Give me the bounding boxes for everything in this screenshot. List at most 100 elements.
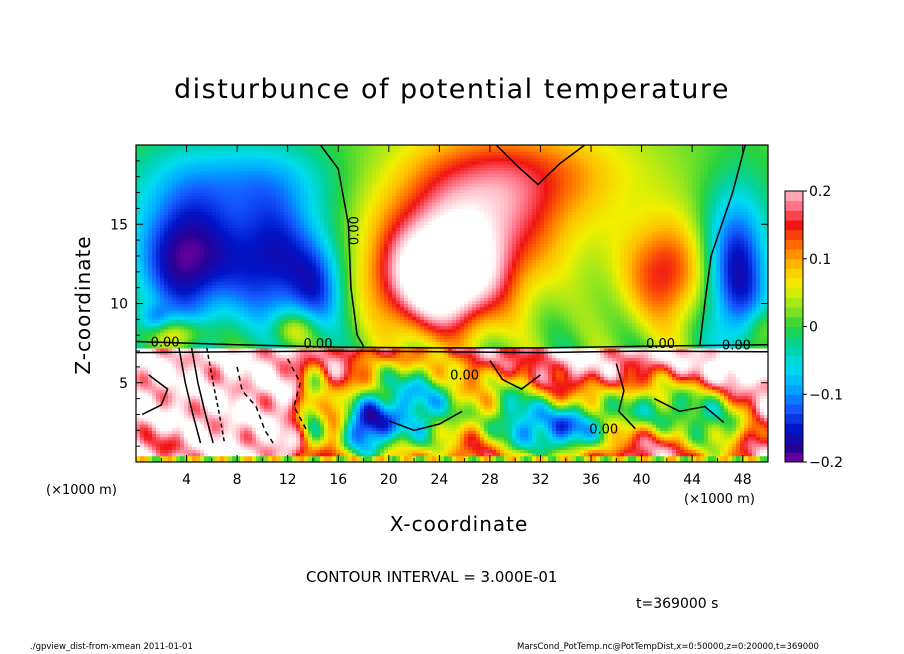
- heatmap-cell: [220, 439, 225, 444]
- heatmap-cell: [140, 338, 145, 343]
- heatmap-cell: [236, 357, 241, 362]
- heatmap-cell: [148, 319, 153, 324]
- heatmap-cell: [144, 316, 149, 320]
- heatmap-cell: [172, 274, 177, 279]
- heatmap-cell: [184, 404, 189, 409]
- heatmap-cell: [188, 224, 193, 229]
- heatmap-cell: [168, 198, 173, 203]
- heatmap-cell: [172, 408, 177, 412]
- heatmap-cell: [140, 252, 145, 257]
- heatmap-cell: [188, 427, 193, 431]
- heatmap-cell: [232, 363, 237, 368]
- heatmap-cell: [152, 281, 157, 286]
- heatmap-cell: [204, 284, 209, 289]
- heatmap-cell: [204, 303, 209, 308]
- heatmap-cell: [152, 183, 157, 187]
- heatmap-cell: [240, 217, 245, 222]
- heatmap-cell: [176, 287, 181, 292]
- heatmap-cell: [156, 173, 161, 178]
- heatmap-cell: [184, 195, 189, 200]
- heatmap-cell: [184, 423, 189, 428]
- heatmap-cell: [236, 151, 241, 156]
- heatmap-cell: [168, 332, 173, 336]
- heatmap-cell: [140, 404, 145, 409]
- heatmap-cell: [236, 395, 241, 400]
- heatmap-cell: [156, 262, 161, 267]
- heatmap-cell: [136, 287, 141, 292]
- heatmap-cell: [248, 411, 253, 416]
- heatmap-cell: [224, 176, 229, 181]
- heatmap-cell: [200, 230, 205, 235]
- heatmap-cell: [220, 414, 225, 419]
- heatmap-cell: [188, 338, 193, 343]
- heatmap-cell: [148, 360, 153, 365]
- heatmap-cell: [152, 455, 157, 460]
- heatmap-cell: [144, 243, 149, 248]
- heatmap-cell: [232, 411, 237, 416]
- heatmap-cell: [200, 157, 205, 162]
- heatmap-cell: [232, 271, 237, 276]
- heatmap-cell: [156, 157, 161, 162]
- heatmap-cell: [232, 284, 237, 289]
- heatmap-cell: [200, 151, 205, 156]
- heatmap-cell: [208, 379, 213, 384]
- heatmap-cell: [152, 389, 157, 393]
- heatmap-cell: [212, 262, 217, 267]
- heatmap-cell: [164, 370, 169, 374]
- heatmap-cell: [180, 404, 185, 409]
- heatmap-cell: [192, 274, 197, 279]
- heatmap-cell: [164, 167, 169, 171]
- heatmap-cell: [176, 344, 181, 349]
- heatmap-cell: [232, 214, 237, 219]
- heatmap-cell: [180, 164, 185, 168]
- heatmap-cell: [208, 414, 213, 419]
- heatmap-cell: [224, 319, 229, 324]
- heatmap-cell: [212, 363, 217, 368]
- heatmap-cell: [200, 173, 205, 178]
- heatmap-cell: [164, 205, 169, 209]
- heatmap-cell: [172, 243, 177, 248]
- heatmap-cell: [172, 290, 177, 295]
- heatmap-cell: [236, 230, 241, 235]
- heatmap-cell: [188, 249, 193, 254]
- heatmap-cell: [208, 392, 213, 397]
- heatmap-cell: [192, 420, 197, 425]
- heatmap-cell: [148, 433, 153, 438]
- heatmap-cell: [224, 395, 229, 400]
- heatmap-cell: [248, 167, 253, 171]
- heatmap-cell: [188, 265, 193, 270]
- heatmap-cell: [148, 227, 153, 232]
- heatmap-cell: [232, 417, 237, 422]
- heatmap-cell: [164, 373, 169, 378]
- heatmap-cell: [140, 176, 145, 181]
- heatmap-cell: [144, 230, 149, 235]
- heatmap-cell: [224, 249, 229, 254]
- heatmap-cell: [240, 344, 245, 349]
- heatmap-cell: [184, 322, 189, 327]
- heatmap-cell: [212, 335, 217, 339]
- heatmap-cell: [204, 420, 209, 425]
- heatmap-cell: [152, 268, 157, 273]
- heatmap-cell: [240, 414, 245, 419]
- heatmap-cell: [184, 262, 189, 267]
- heatmap-cell: [244, 338, 249, 343]
- heatmap-cell: [228, 414, 233, 419]
- heatmap-cell: [176, 202, 181, 206]
- heatmap-cell: [136, 344, 141, 349]
- heatmap-cell: [172, 376, 177, 381]
- heatmap-cell: [220, 395, 225, 400]
- heatmap-cell: [208, 427, 213, 431]
- heatmap-cell: [176, 455, 181, 460]
- heatmap-cell: [184, 278, 189, 282]
- heatmap-cell: [236, 363, 241, 368]
- heatmap-cell: [244, 316, 249, 320]
- heatmap-cell: [248, 325, 253, 330]
- heatmap-cell: [156, 211, 161, 216]
- heatmap-cell: [148, 430, 153, 435]
- heatmap-cell: [144, 363, 149, 368]
- heatmap-cell: [164, 173, 169, 178]
- heatmap-cell: [152, 408, 157, 412]
- heatmap-cell: [152, 439, 157, 444]
- heatmap-cell: [188, 404, 193, 409]
- heatmap-cell: [172, 183, 177, 187]
